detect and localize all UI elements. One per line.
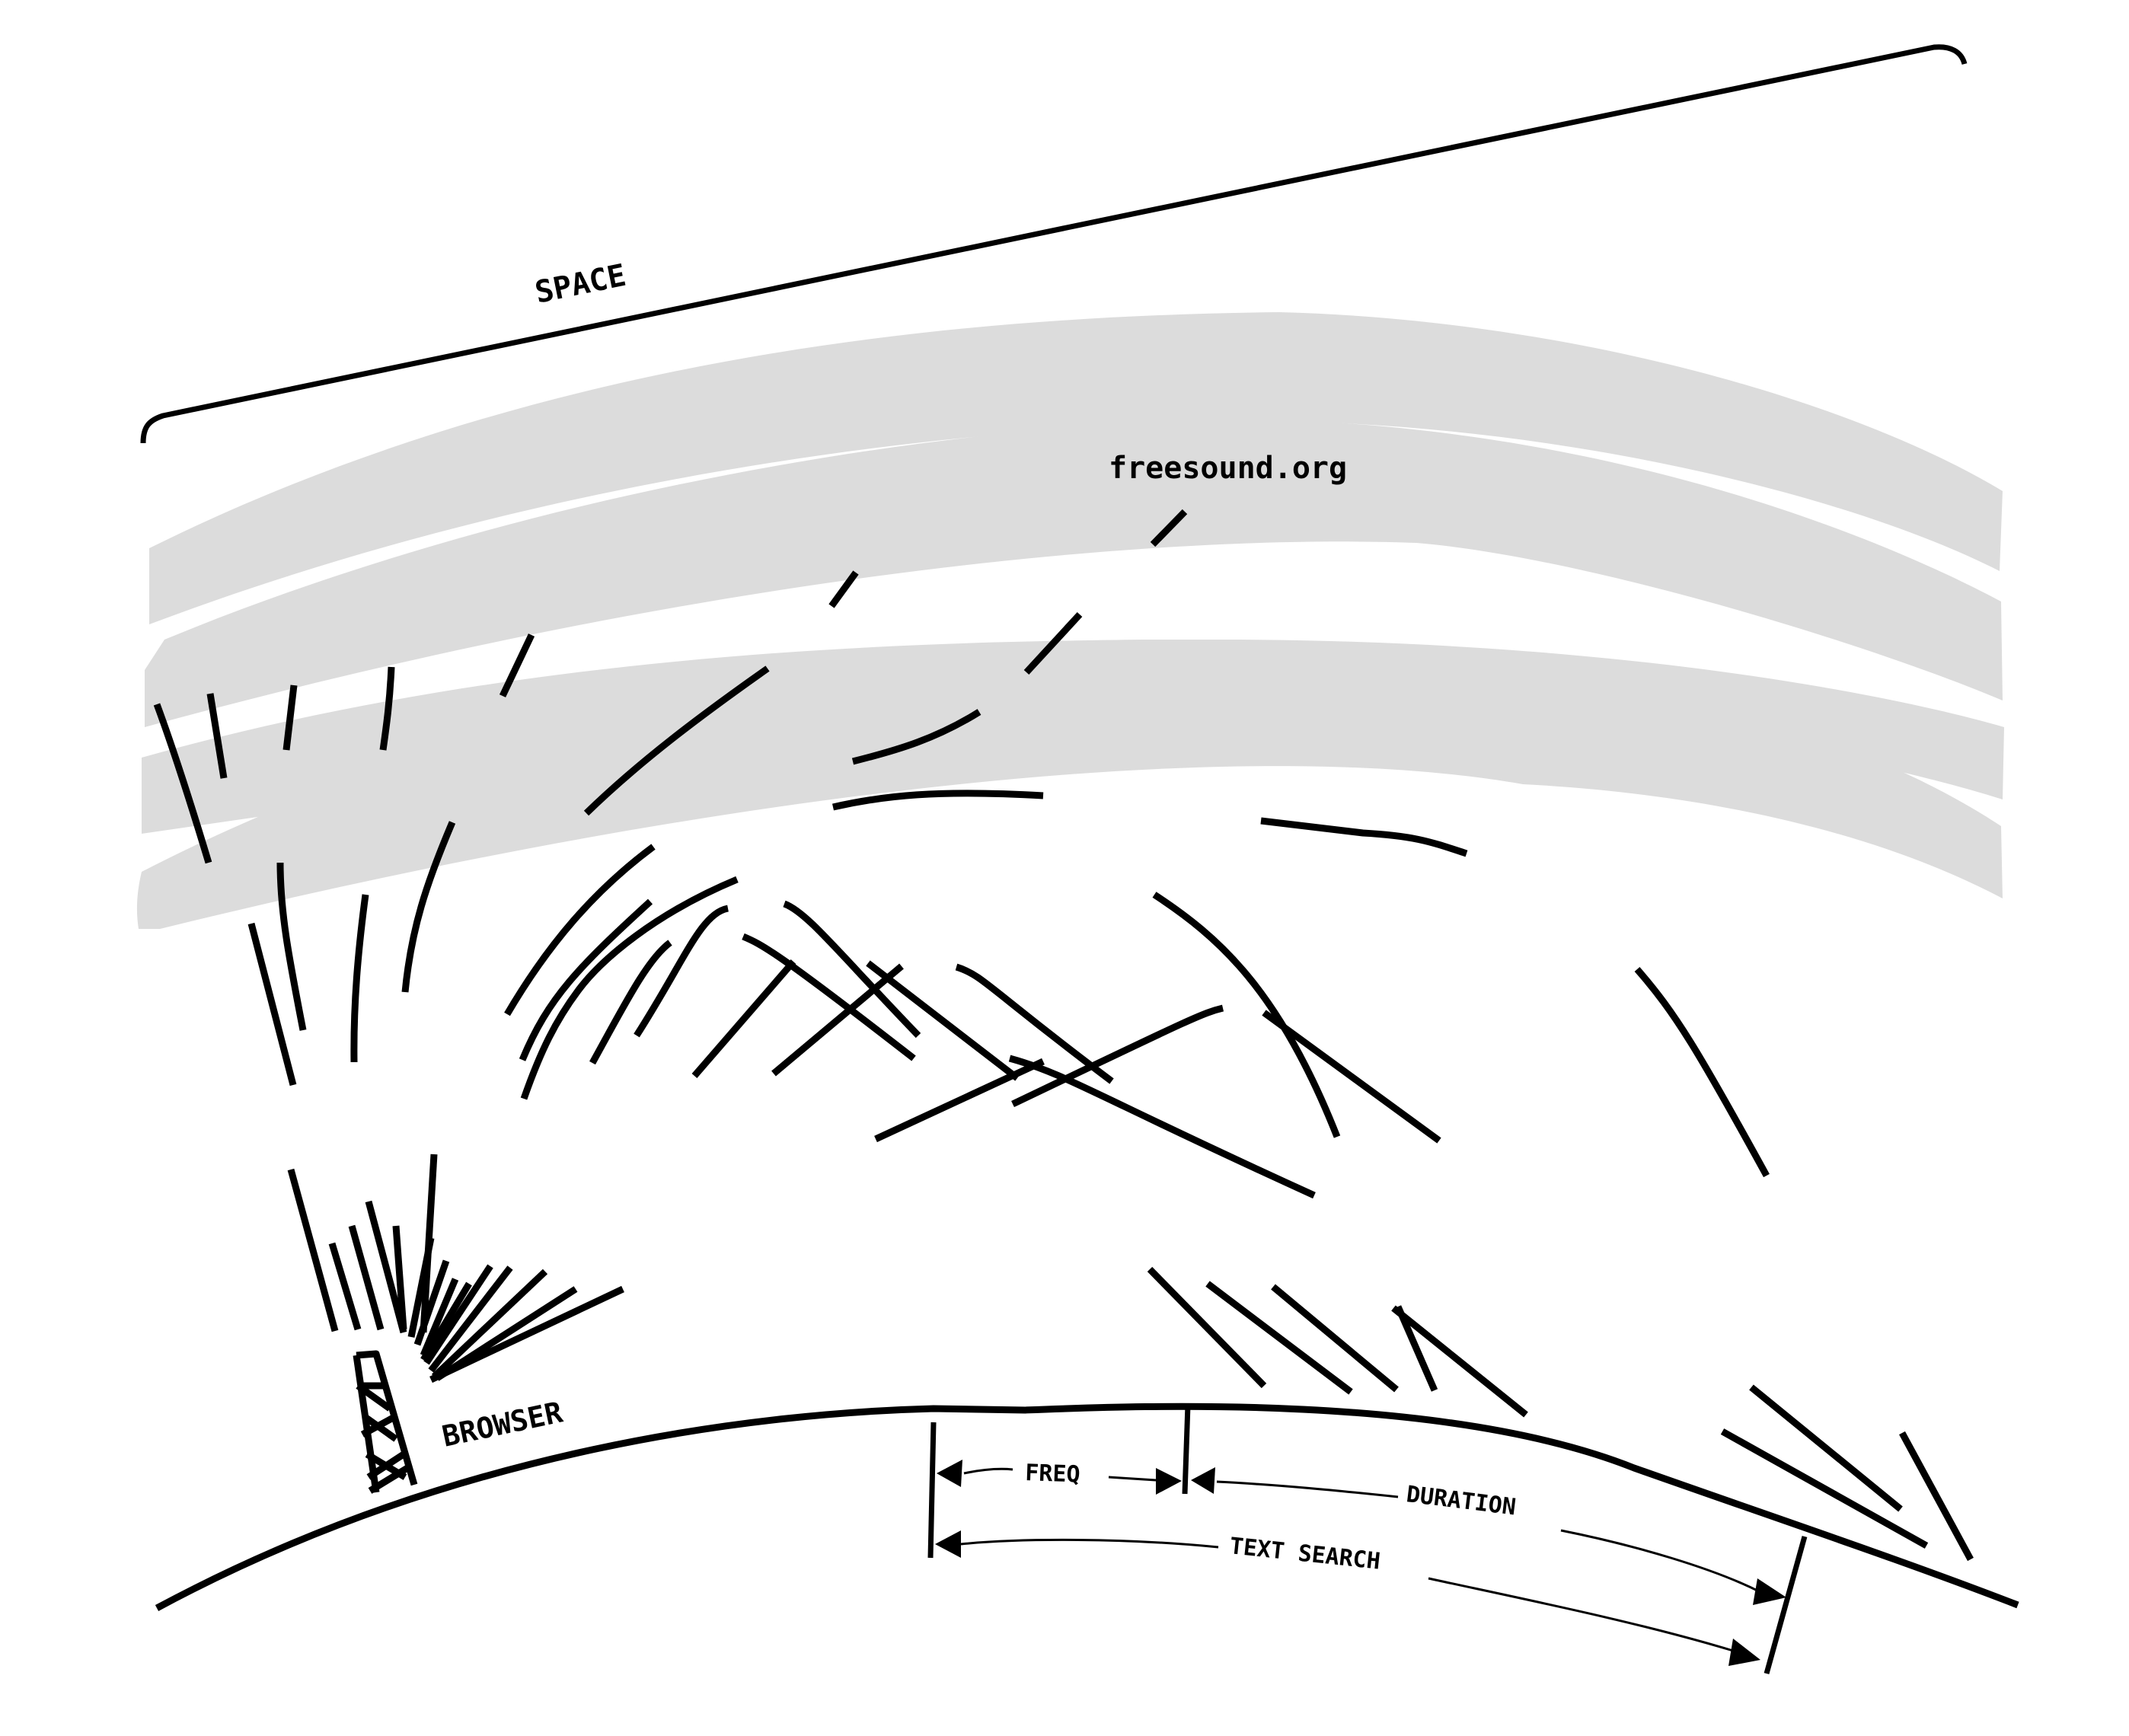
duration-arrowhead-right: [1753, 1578, 1786, 1605]
trajectory: [1391, 1305, 1528, 1418]
trajectory: [519, 898, 653, 1061]
freq-arrowhead-right: [1156, 1468, 1182, 1495]
trajectory: [423, 1264, 493, 1365]
trajectory: [1899, 1431, 1974, 1562]
duration-arrowhead-left: [1191, 1467, 1215, 1494]
trajectory: [499, 633, 535, 697]
sound-layers: [136, 312, 2004, 929]
trajectory: [1147, 1266, 1267, 1389]
freq-end-tick: [1182, 1404, 1191, 1495]
freq-start-tick: [927, 1422, 937, 1559]
layer-band-4: [136, 640, 2003, 929]
trajectory: [771, 963, 904, 1077]
trajectory: [420, 1278, 459, 1357]
trajectory: [1720, 1428, 1929, 1549]
trajectory: [276, 862, 307, 1031]
trajectory: [428, 1265, 513, 1373]
trajectory: [429, 1285, 624, 1383]
trajectory: [520, 876, 739, 1100]
duration-arrow-left: [1216, 1480, 1399, 1498]
trajectory: [379, 666, 395, 751]
trajectory: [589, 940, 672, 1065]
trajectory: [392, 1225, 407, 1330]
trajectory: [287, 1168, 339, 1332]
trajectory: [1262, 1010, 1441, 1144]
trajectory: [328, 1242, 362, 1331]
trajectory: [742, 933, 916, 1061]
trajectory: [504, 844, 656, 1016]
text-search-arrowhead-right: [1728, 1639, 1760, 1666]
browser-label: BROWSER: [439, 1395, 566, 1453]
text-search-end-tick: [1764, 1536, 1808, 1674]
layer-band-1: [149, 312, 2003, 624]
trajectory: [832, 790, 1044, 811]
trajectory: [153, 703, 212, 864]
trajectory: [282, 685, 298, 751]
trajectory: [866, 960, 1020, 1081]
trajectory: [431, 1268, 548, 1380]
trajectory: [691, 959, 796, 1078]
trajectory: [783, 900, 921, 1039]
text-search-arrow-right: [1428, 1577, 1734, 1652]
trajectory: [1260, 817, 1468, 857]
trajectory: [1749, 1384, 1903, 1512]
trajectory: [1150, 509, 1188, 547]
text-search-arrow-left: [960, 1538, 1219, 1549]
trajectory: [851, 709, 982, 765]
sound-trajectories: [153, 509, 1974, 1562]
text-search-arrowhead-left: [935, 1530, 961, 1558]
trajectory: [401, 821, 456, 993]
trajectory: [1152, 892, 1341, 1138]
freesound-label: freesound.org: [1109, 451, 1347, 486]
trajectory: [348, 1224, 385, 1331]
trajectory: [1394, 1305, 1438, 1392]
freq-label: FREQ: [1025, 1460, 1080, 1489]
trajectory: [1271, 1284, 1399, 1393]
space-label: SPACE: [532, 258, 629, 311]
trajectory: [1634, 967, 1770, 1178]
text-search-label: TEXT SEARCH: [1228, 1533, 1381, 1575]
freq-arrow-left: [963, 1467, 1013, 1475]
trajectory: [583, 665, 770, 816]
trajectory: [413, 1259, 450, 1346]
trajectory: [828, 570, 859, 608]
trajectory: [420, 1281, 472, 1362]
layer-band-2: [145, 419, 2003, 727]
radio-tower-icon: [353, 1350, 418, 1494]
trajectory: [206, 693, 228, 779]
trajectory: [247, 922, 297, 1087]
trajectory: [1023, 611, 1083, 675]
trajectory: [874, 1058, 1045, 1143]
duration-label: DURATION: [1405, 1481, 1518, 1521]
freq-arrow-right: [1108, 1476, 1157, 1482]
trajectory: [365, 1200, 407, 1334]
trajectory: [634, 905, 729, 1038]
trajectory: [1008, 1055, 1316, 1199]
trajectory: [955, 963, 1114, 1084]
trajectory: [1205, 1281, 1353, 1395]
trajectory: [350, 894, 369, 1063]
trajectory: [1011, 1004, 1224, 1108]
duration-arrow-right: [1560, 1529, 1760, 1593]
search-dimensions: FREQ DURATION TEXT SEARCH: [927, 1404, 1808, 1674]
trajectory: [407, 1237, 435, 1338]
freq-arrowhead-left: [937, 1460, 962, 1487]
